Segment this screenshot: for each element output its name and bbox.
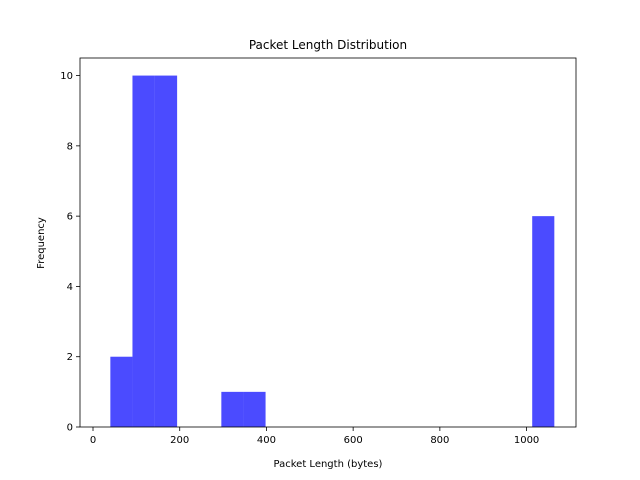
y-tick-label-4: 8 bbox=[67, 141, 73, 152]
y-axis-label: Frequency bbox=[36, 217, 47, 269]
x-tick-label-5: 1000 bbox=[514, 435, 539, 446]
histogram-bar-2 bbox=[154, 75, 178, 428]
bars-group bbox=[110, 75, 555, 428]
y-tick-label-5: 10 bbox=[60, 71, 73, 82]
x-tick-label-2: 400 bbox=[257, 435, 276, 446]
x-tick-label-4: 800 bbox=[430, 435, 449, 446]
x-tick-label-1: 200 bbox=[170, 435, 189, 446]
x-tick-label-0: 0 bbox=[90, 435, 96, 446]
histogram-bar-5 bbox=[221, 391, 244, 427]
histogram-bar-1 bbox=[132, 75, 155, 428]
histogram-bar-19 bbox=[532, 216, 555, 427]
x-tick-label-3: 600 bbox=[344, 435, 363, 446]
y-tick-label-0: 0 bbox=[67, 423, 73, 434]
x-axis-label: Packet Length (bytes) bbox=[274, 459, 383, 470]
chart-title: Packet Length Distribution bbox=[249, 38, 407, 52]
histogram-bar-0 bbox=[110, 356, 133, 427]
y-axis-ticks: 0 2 4 6 8 10 bbox=[60, 71, 80, 434]
histogram-bar-6 bbox=[243, 391, 266, 427]
y-tick-label-3: 6 bbox=[67, 212, 73, 223]
y-tick-label-2: 4 bbox=[67, 282, 73, 293]
y-tick-label-1: 2 bbox=[67, 352, 73, 363]
x-axis-ticks: 0 200 400 600 800 1000 bbox=[90, 427, 539, 446]
plot-frame bbox=[79, 57, 577, 428]
